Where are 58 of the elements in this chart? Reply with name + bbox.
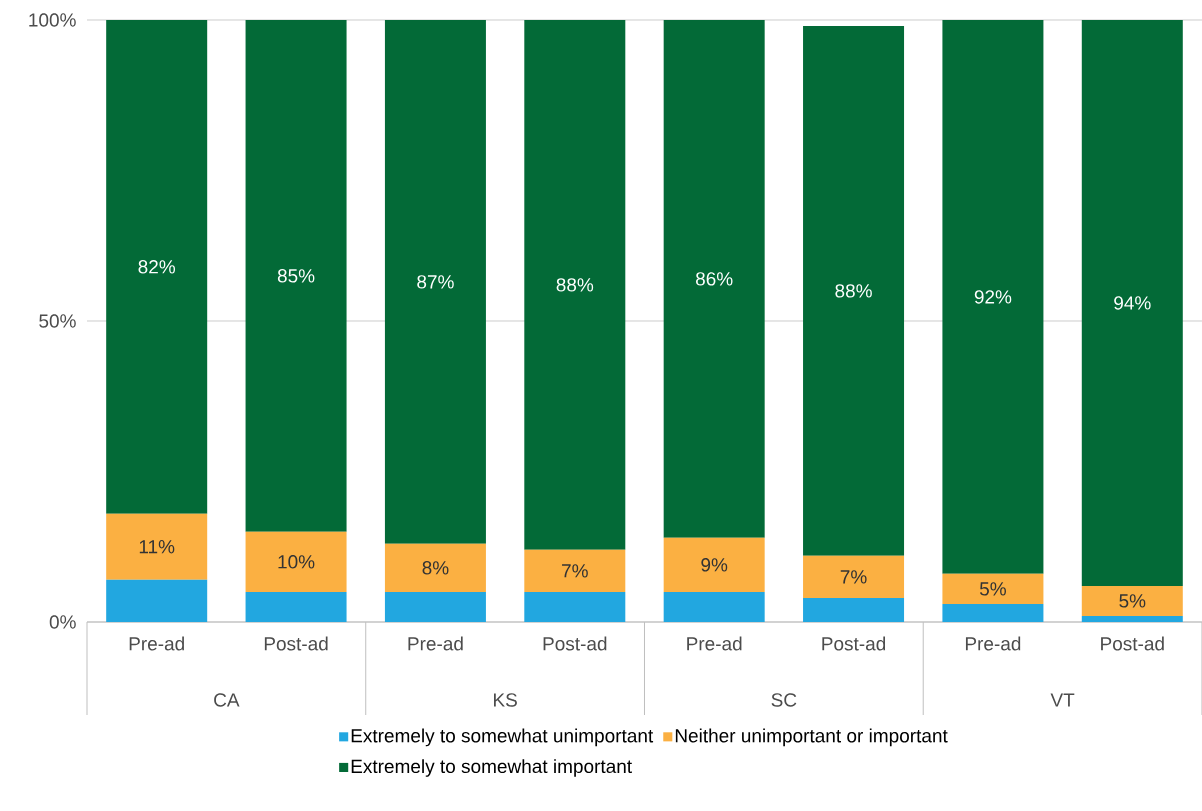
y-tick-label: 50% [39,314,76,328]
bar [942,603,1044,622]
text: CA [214,693,240,707]
legend-label: Extremely to somewhat unimportant [351,728,654,747]
data-label: 85% [277,269,315,283]
bar [803,555,905,598]
x-tick-label: Pre-ad [687,636,742,651]
data-label: 88% [556,278,594,292]
bar [384,543,486,592]
text: SC [771,693,797,707]
x-tick-label: Post-ad [264,636,328,651]
data-label: 86% [695,272,733,286]
bar [106,513,208,580]
data-label: 7% [562,564,588,578]
y-tick-label: 100% [29,13,76,27]
bar [384,19,486,544]
legend-label: Neither unimportant or important [675,728,948,747]
bar [663,19,765,538]
text: VT [1050,693,1075,707]
bar [803,26,905,556]
x-tick-label: Pre-ad [129,636,184,651]
data-label: 82% [138,260,176,274]
x-tick-label: Pre-ad [965,636,1021,651]
data-label: 87% [417,275,454,289]
bar [245,531,347,592]
bar [1081,585,1183,616]
bar [245,19,347,532]
y-tick-label: 0% [49,615,76,629]
bar [245,591,347,622]
legend-label: Extremely to somewhat important [351,759,632,777]
bar [106,19,208,514]
x-tick-label: Pre-ad [408,636,463,651]
data-label: 10% [278,555,315,569]
text: KS [494,693,517,707]
bar [663,537,765,592]
data-label: 5% [979,582,1006,596]
bar [663,591,765,622]
bar [1081,19,1183,586]
x-tick-label: Post-ad [822,636,886,651]
bar [524,19,626,550]
data-label: 5% [1119,594,1146,608]
data-label: 7% [840,570,867,584]
bar [942,573,1044,604]
bar [524,549,626,592]
data-label: 94% [1114,296,1151,310]
data-label: 92% [974,290,1012,304]
x-tick-label: Post-ad [543,636,607,651]
data-label: 11% [139,540,175,554]
bar [524,591,626,622]
bar [942,19,1044,574]
data-label: 8% [422,561,449,575]
bar [384,591,486,622]
bar [803,597,905,622]
bar [1081,615,1183,622]
x-tick-label: Post-ad [1101,636,1164,651]
bar [106,579,208,622]
data-label: 9% [701,558,728,572]
data-label: 88% [835,284,872,298]
